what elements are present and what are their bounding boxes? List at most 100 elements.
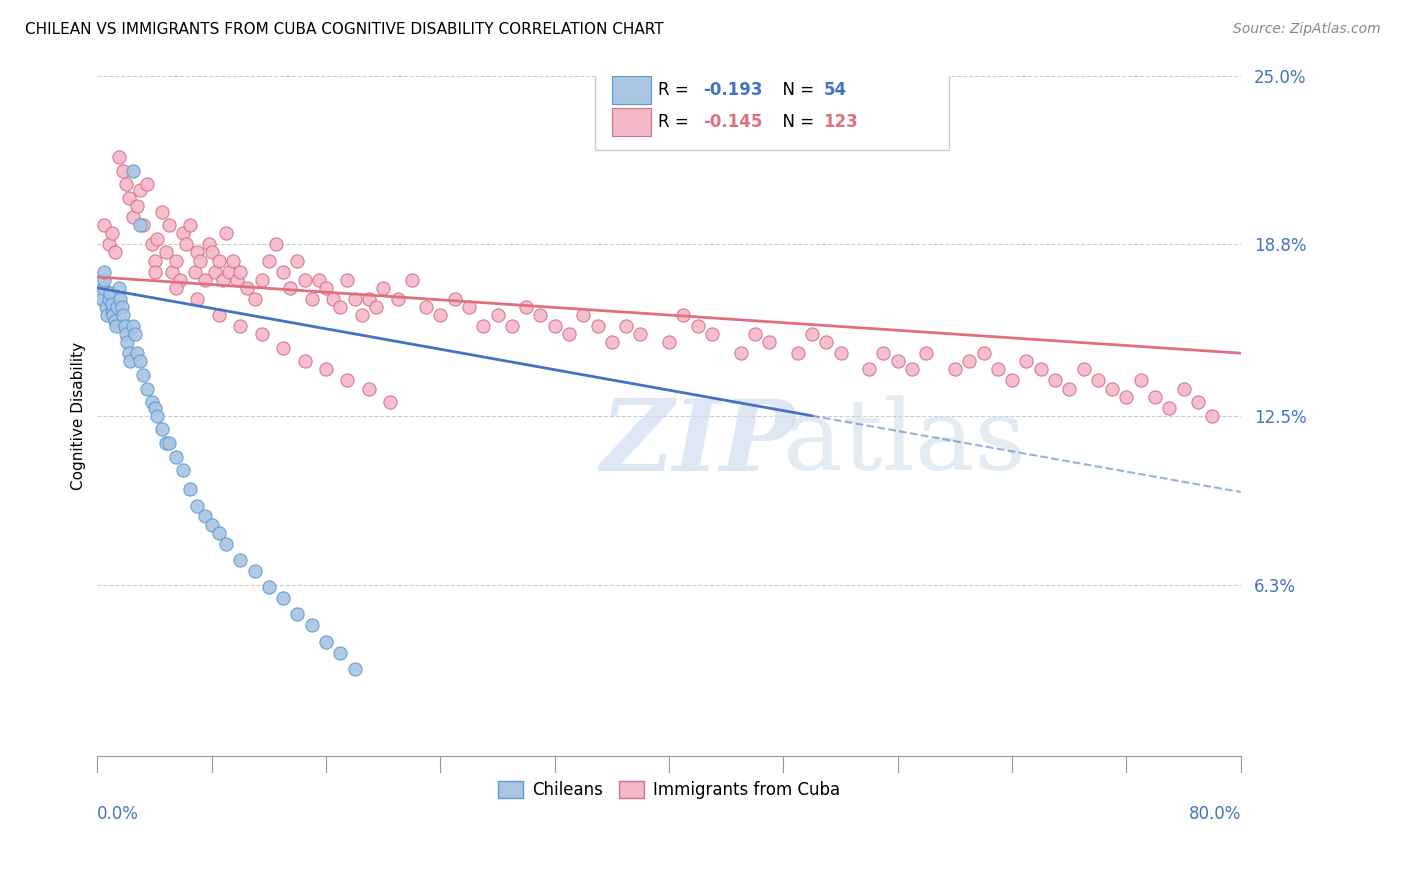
Point	[165, 281, 187, 295]
Point	[98, 286, 121, 301]
Point	[1129, 373, 1152, 387]
Text: 54: 54	[824, 81, 846, 99]
Text: 80.0%: 80.0%	[1188, 805, 1241, 823]
Point	[271, 341, 294, 355]
Point	[208, 525, 231, 540]
Point	[1073, 362, 1095, 376]
Point	[686, 318, 709, 333]
Point	[1015, 354, 1038, 368]
Point	[343, 292, 366, 306]
Point	[118, 191, 141, 205]
FancyBboxPatch shape	[612, 76, 651, 104]
Point	[786, 346, 808, 360]
Point	[830, 346, 852, 360]
Point	[111, 300, 134, 314]
Point	[146, 409, 169, 423]
Text: 0.0%: 0.0%	[97, 805, 139, 823]
FancyBboxPatch shape	[595, 65, 949, 151]
Point	[218, 264, 240, 278]
Point	[401, 273, 423, 287]
Point	[758, 335, 780, 350]
Point	[1001, 373, 1024, 387]
Point	[183, 264, 205, 278]
Point	[544, 318, 567, 333]
Point	[157, 436, 180, 450]
Point	[315, 362, 337, 376]
Point	[215, 227, 238, 241]
Point	[115, 178, 138, 192]
Point	[329, 300, 352, 314]
Point	[104, 318, 127, 333]
Point	[91, 281, 114, 295]
Point	[308, 273, 330, 287]
Point	[100, 302, 122, 317]
Point	[93, 219, 115, 233]
Point	[558, 327, 581, 342]
Point	[155, 245, 177, 260]
Point	[1087, 373, 1109, 387]
Point	[120, 354, 142, 368]
Text: R =: R =	[658, 112, 693, 131]
Point	[236, 281, 259, 295]
Point	[301, 292, 323, 306]
Point	[343, 662, 366, 676]
Point	[193, 273, 215, 287]
Point	[186, 245, 208, 260]
Point	[93, 273, 115, 287]
Point	[122, 210, 145, 224]
Point	[127, 346, 149, 360]
Point	[169, 273, 191, 287]
Point	[801, 327, 824, 342]
Point	[943, 362, 966, 376]
Point	[700, 327, 723, 342]
Point	[100, 297, 122, 311]
Point	[143, 253, 166, 268]
Point	[672, 308, 695, 322]
Point	[96, 308, 118, 322]
Point	[129, 354, 152, 368]
Point	[132, 219, 155, 233]
Point	[222, 253, 245, 268]
Point	[630, 327, 652, 342]
Point	[901, 362, 924, 376]
Point	[215, 537, 238, 551]
Point	[1115, 390, 1137, 404]
Point	[93, 264, 115, 278]
Point	[415, 300, 437, 314]
Point	[229, 553, 252, 567]
Point	[257, 580, 280, 594]
Point	[129, 219, 152, 233]
Point	[915, 346, 938, 360]
Point	[118, 346, 141, 360]
Point	[103, 313, 125, 327]
Point	[364, 300, 387, 314]
Text: atlas: atlas	[783, 395, 1026, 491]
Point	[136, 178, 159, 192]
Text: -0.193: -0.193	[703, 81, 763, 99]
Point	[357, 382, 380, 396]
Point	[141, 237, 163, 252]
Point	[387, 292, 409, 306]
Point	[188, 253, 211, 268]
FancyBboxPatch shape	[612, 108, 651, 136]
Point	[501, 318, 523, 333]
Point	[572, 308, 595, 322]
Point	[600, 335, 623, 350]
Point	[614, 318, 637, 333]
Point	[586, 318, 609, 333]
Point	[229, 318, 252, 333]
Point	[94, 300, 117, 314]
Point	[132, 368, 155, 382]
Point	[141, 395, 163, 409]
Point	[315, 281, 337, 295]
Point	[380, 395, 402, 409]
Point	[350, 308, 373, 322]
Point	[122, 163, 145, 178]
Point	[165, 253, 187, 268]
Point	[429, 308, 451, 322]
Point	[229, 264, 252, 278]
Point	[226, 273, 249, 287]
Text: ZIP: ZIP	[600, 395, 796, 491]
Text: N =: N =	[772, 112, 820, 131]
Point	[114, 318, 136, 333]
